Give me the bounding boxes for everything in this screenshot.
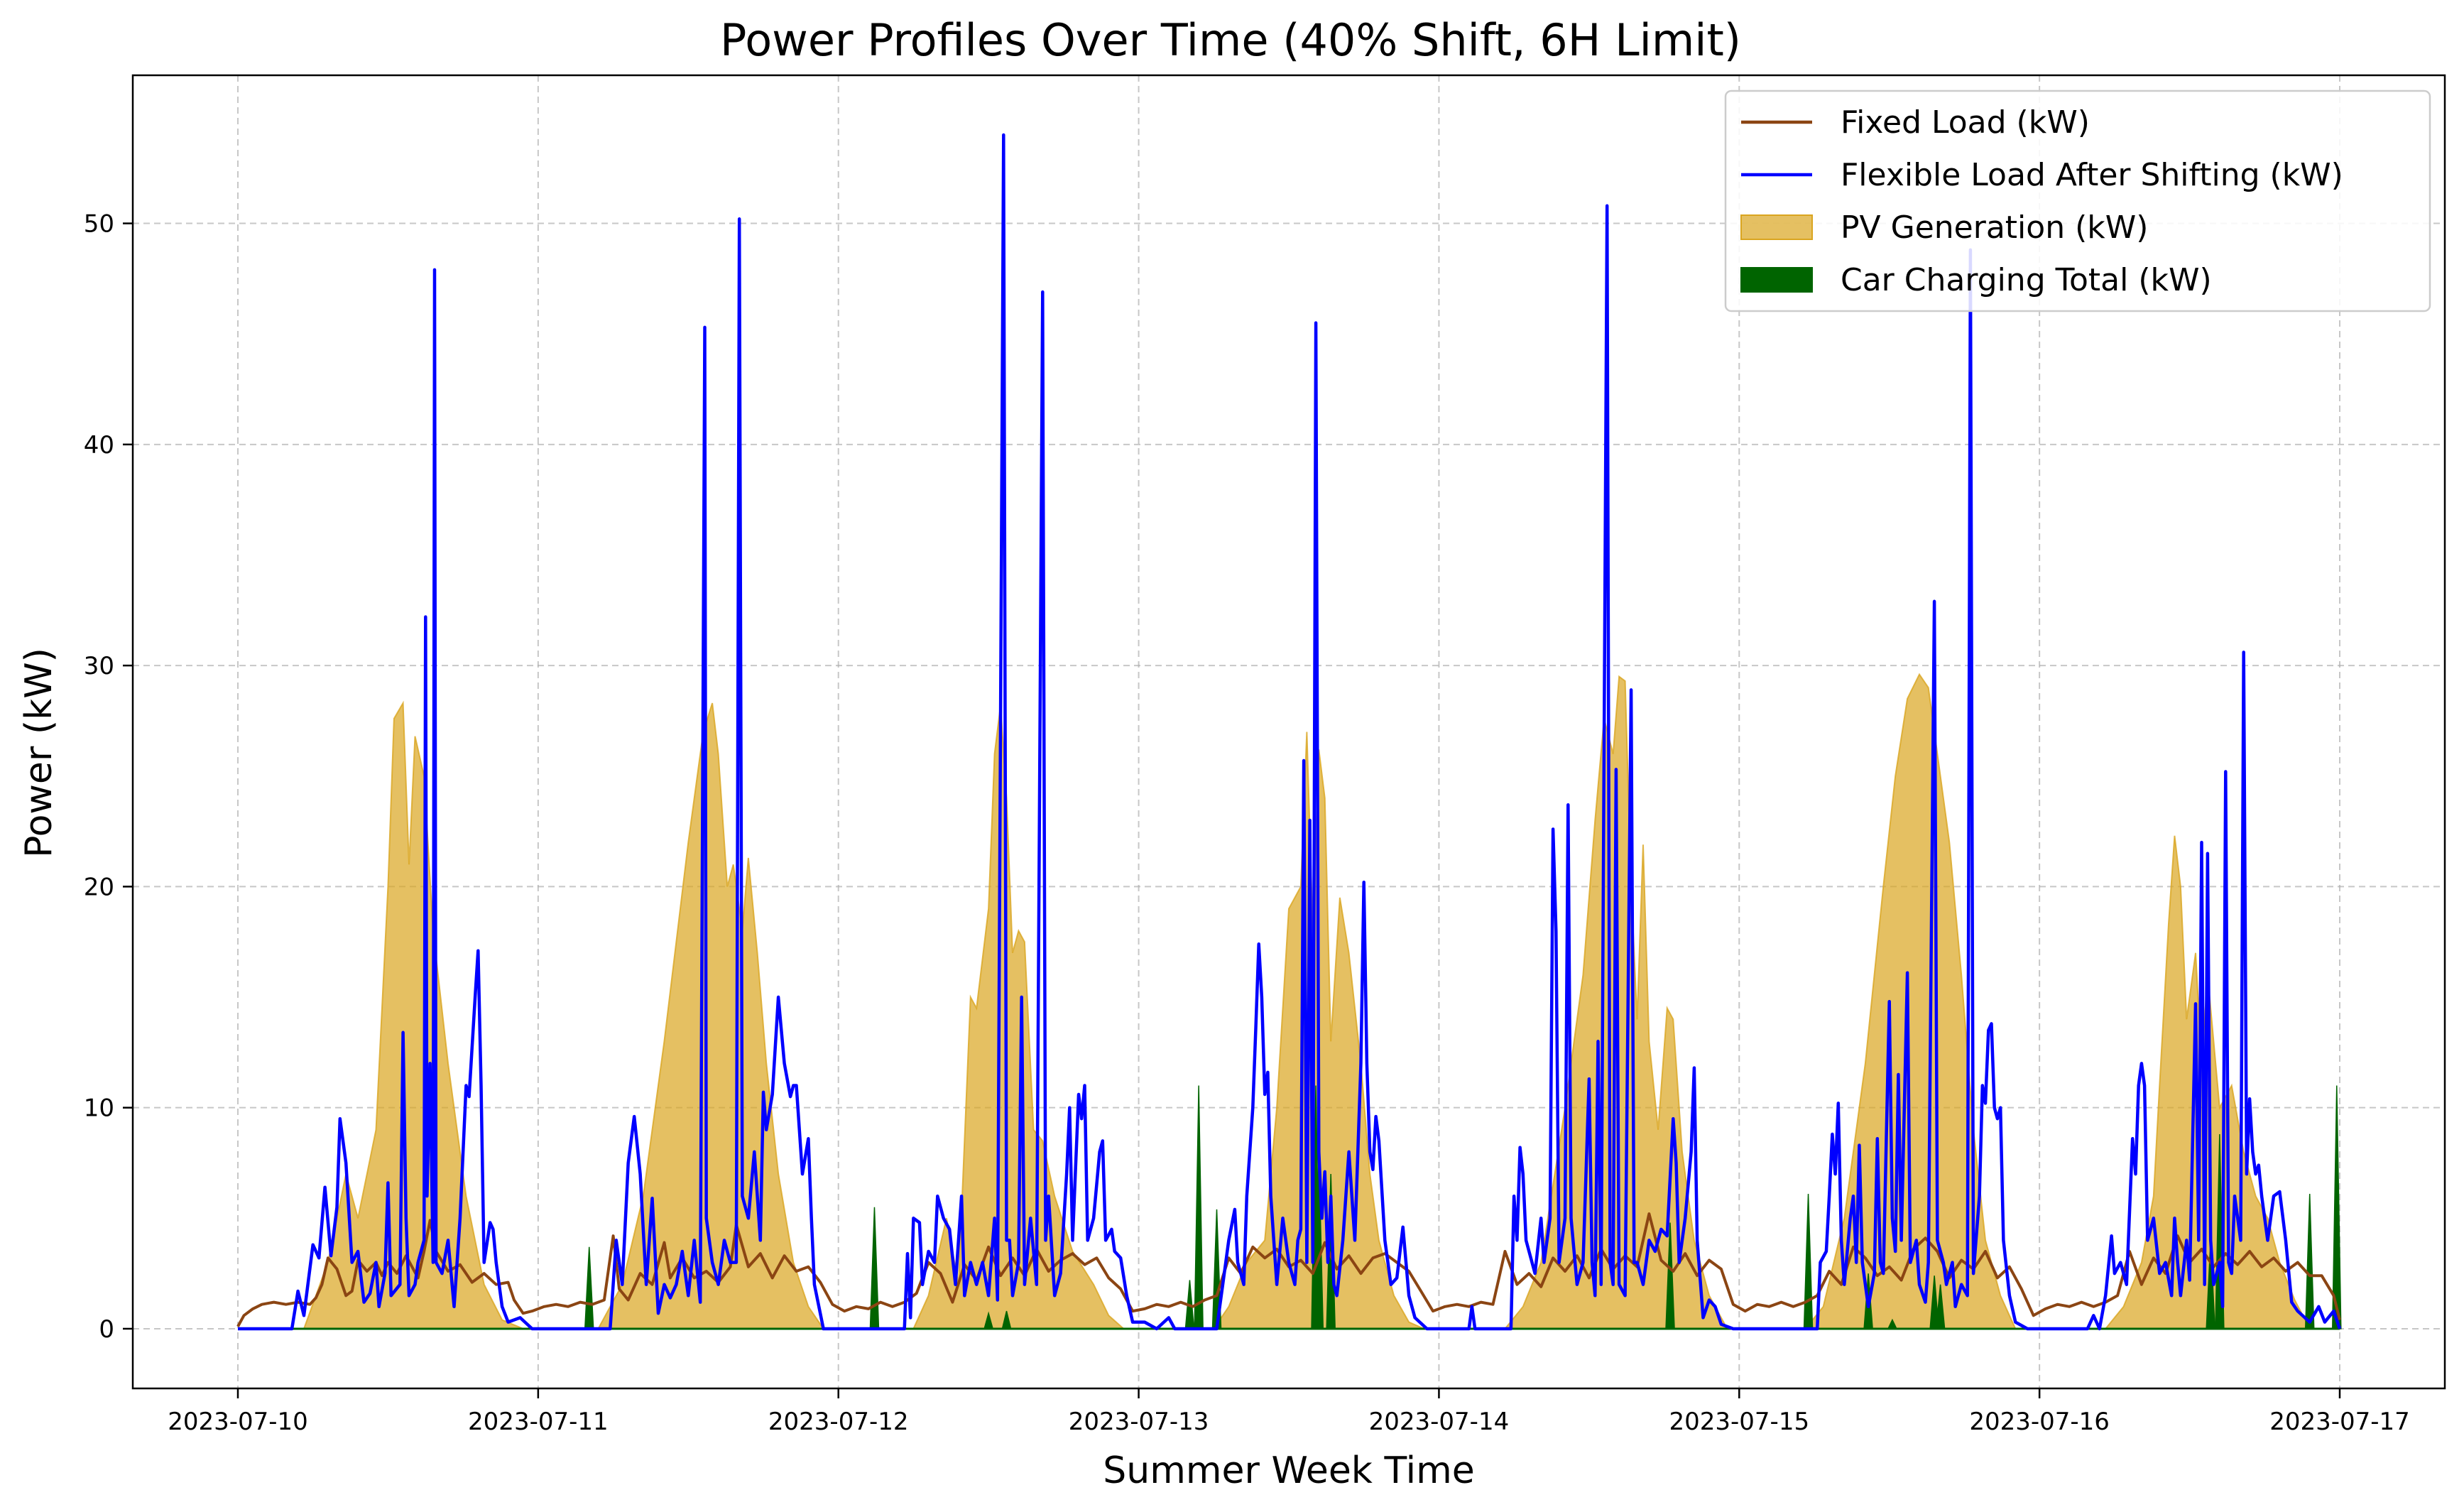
y-tick-label: 0 xyxy=(99,1315,114,1344)
y-tick-label: 10 xyxy=(84,1094,114,1123)
car-charging-total-spike xyxy=(1929,1276,1939,1329)
x-tick-label: 2023-07-12 xyxy=(768,1408,909,1436)
legend-swatch-car-charging-total xyxy=(1740,267,1813,293)
x-axis-label: Summer Week Time xyxy=(1103,1450,1474,1492)
car-charging-total-spike xyxy=(983,1311,994,1329)
x-tick-label: 2023-07-15 xyxy=(1669,1408,1809,1436)
y-axis-label: Power (kW) xyxy=(18,648,60,858)
car-charging-total-spike xyxy=(2332,1085,2342,1329)
x-tick-label: 2023-07-13 xyxy=(1069,1408,1209,1436)
x-tick-label: 2023-07-11 xyxy=(468,1408,609,1436)
y-tick-label: 40 xyxy=(84,431,114,459)
x-tick-label: 2023-07-10 xyxy=(168,1408,308,1436)
y-tick-label: 20 xyxy=(84,873,114,901)
plot-frame xyxy=(131,74,2446,1390)
y-tick-label: 50 xyxy=(84,210,114,239)
ticks-layer: 2023-07-10 2023-07-11 2023-07-12 2023-07-13… xyxy=(84,210,2410,1436)
legend-swatch-pv-generation xyxy=(1740,214,1813,240)
legend-label-fixed-load: Fixed Load (kW) xyxy=(1841,104,2090,141)
car-charging-total-spike xyxy=(1001,1310,1012,1329)
y-tick-label: 30 xyxy=(84,652,114,680)
x-tick-label: 2023-07-16 xyxy=(1969,1408,2110,1436)
legend: Fixed Load (kW) Flexible Load After Shift… xyxy=(1724,89,2431,312)
legend-box xyxy=(1724,89,2431,312)
car-charging-total-spike xyxy=(1887,1318,1898,1329)
legend-label-flexible-load-after-shifting: Flexible Load After Shifting (kW) xyxy=(1841,157,2343,193)
car-charging-total-spike xyxy=(1665,1222,1675,1329)
legend-label-car-charging-total: Car Charging Total (kW) xyxy=(1841,262,2212,298)
car-charging-total-spike xyxy=(1935,1284,1946,1329)
flexible-load-after-shifting-line xyxy=(238,133,2342,1331)
car-charging-total-spike xyxy=(2304,1194,2315,1329)
x-tick-label: 2023-07-17 xyxy=(2269,1408,2410,1436)
x-tick-label: 2023-07-14 xyxy=(1369,1408,1510,1436)
legend-label-pv-generation: PV Generation (kW) xyxy=(1841,210,2148,246)
chart-title: Power Profiles Over Time (40% Shift, 6H … xyxy=(720,14,1741,66)
car-charging-total-spike xyxy=(1314,1151,1324,1329)
series-layer xyxy=(236,133,2342,1331)
